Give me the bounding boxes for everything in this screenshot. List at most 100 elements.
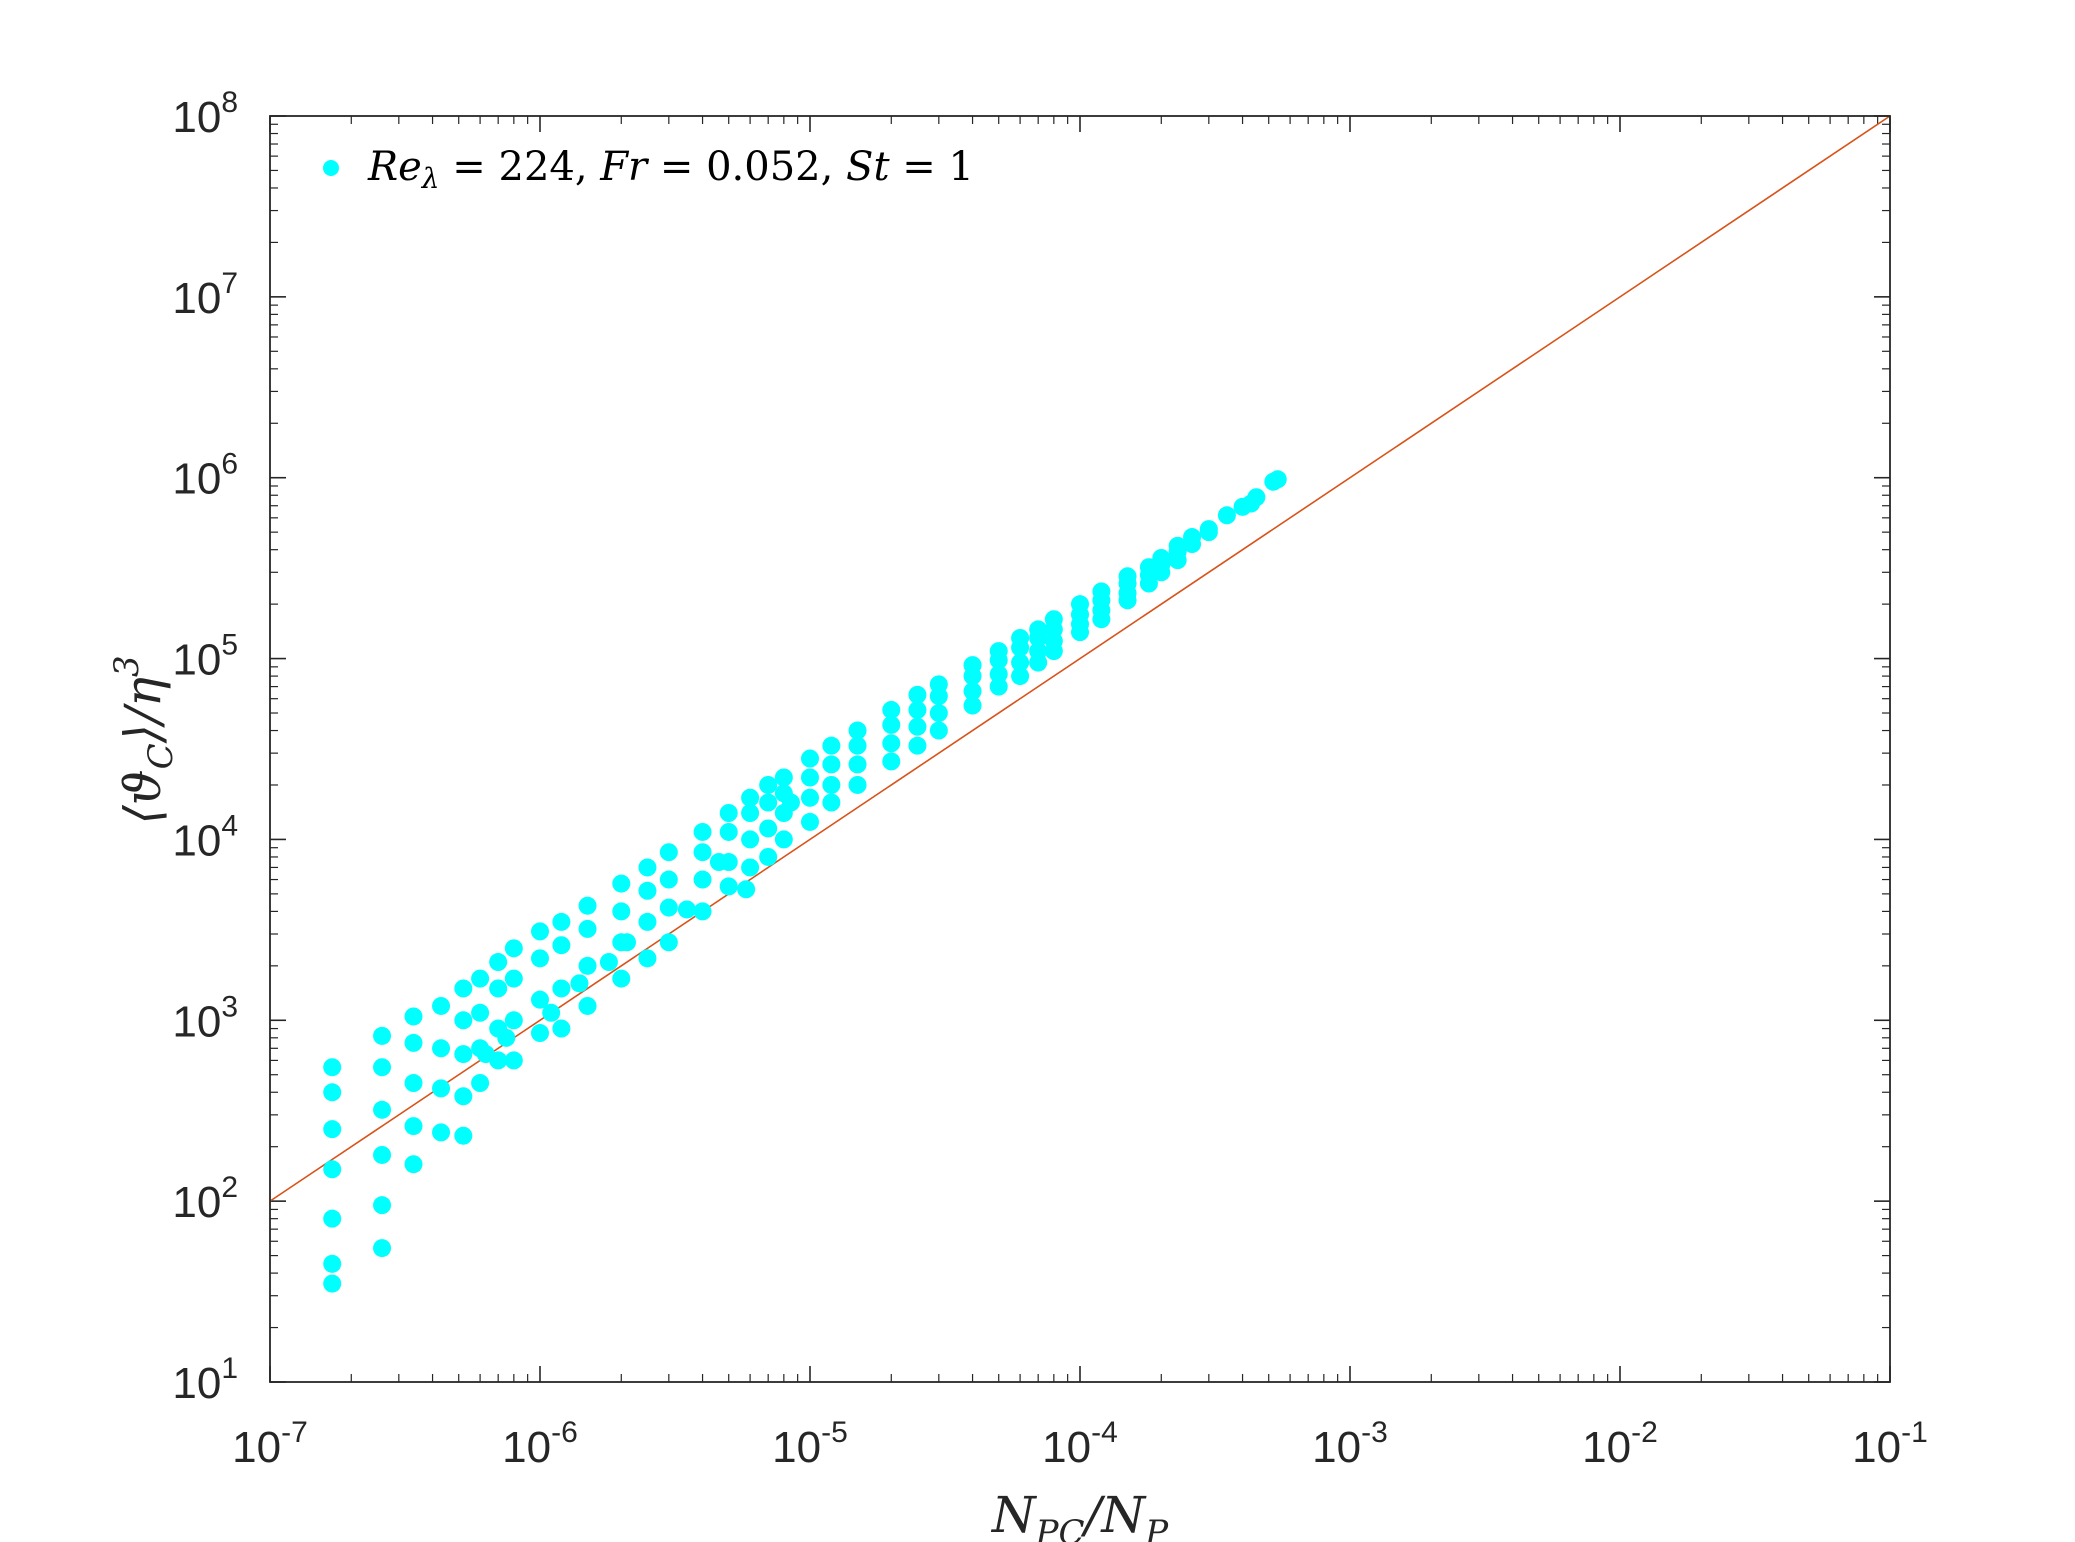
x-tick-label: 10-5	[772, 1416, 848, 1472]
data-point	[989, 642, 1008, 661]
data-point	[373, 1058, 392, 1077]
data-point	[531, 949, 549, 968]
data-point	[848, 721, 867, 740]
data-point	[822, 736, 841, 755]
data-point	[373, 1196, 392, 1215]
data-point	[774, 768, 793, 787]
data-point	[454, 1011, 473, 1030]
data-point	[373, 1026, 392, 1045]
data-point	[1029, 642, 1048, 661]
x-tick-label: 10-2	[1582, 1416, 1658, 1472]
data-point	[989, 665, 1008, 684]
data-point	[404, 1033, 423, 1052]
data-point	[638, 949, 657, 968]
x-tick-labels: 10-7 10-6 10-5 10-4 10-3 10-2 10-1	[232, 1416, 1928, 1472]
data-point	[677, 900, 696, 919]
y-tick-label: 102	[172, 1171, 238, 1227]
data-point	[963, 682, 982, 701]
y-tick-label: 104	[172, 809, 238, 865]
data-point	[759, 819, 778, 838]
line-layer	[269, 115, 1891, 1202]
data-point	[1183, 528, 1202, 547]
data-point	[552, 979, 571, 998]
data-point	[659, 870, 678, 889]
data-point	[1247, 488, 1266, 507]
data-point	[741, 788, 760, 807]
data-point	[822, 793, 841, 812]
data-point	[323, 1274, 342, 1293]
data-point	[323, 1160, 342, 1179]
data-point	[741, 830, 760, 849]
data-point	[693, 902, 712, 921]
data-point	[432, 1123, 451, 1142]
data-point	[1118, 567, 1137, 586]
data-point	[693, 822, 712, 841]
data-point	[774, 830, 793, 849]
data-point	[1152, 548, 1171, 567]
data-point	[801, 749, 819, 768]
data-point	[531, 922, 549, 941]
data-point	[404, 1155, 423, 1174]
data-point	[638, 881, 657, 900]
data-point	[659, 898, 678, 917]
plot-area-frame	[269, 115, 1891, 1383]
data-point	[719, 822, 738, 841]
data-point	[471, 1003, 490, 1022]
data-point	[404, 1074, 423, 1093]
data-point	[882, 752, 901, 771]
legend-marker	[323, 160, 339, 176]
data-point	[476, 1045, 495, 1064]
data-point	[989, 677, 1008, 696]
y-axis-label: ⟨ϑC⟩/η3	[107, 655, 181, 824]
data-point	[432, 996, 451, 1015]
data-point	[801, 812, 819, 831]
data-point	[929, 721, 948, 740]
data-point	[432, 1079, 451, 1098]
data-point	[1199, 520, 1218, 539]
x-tick-label: 10-3	[1312, 1416, 1388, 1472]
x-tick-label: 10-7	[232, 1416, 308, 1472]
data-point	[578, 996, 597, 1015]
data-point	[552, 912, 571, 931]
data-point	[489, 953, 508, 972]
y-tick-label: 106	[172, 448, 238, 504]
data-point	[741, 858, 760, 877]
data-point	[552, 936, 571, 955]
data-point	[504, 1051, 523, 1070]
data-point	[1011, 628, 1030, 647]
data-point	[822, 755, 841, 774]
points-layer	[323, 470, 1287, 1293]
data-point	[638, 858, 657, 877]
data-point	[693, 870, 712, 889]
data-point	[599, 953, 618, 972]
data-point	[454, 1087, 473, 1106]
data-point	[882, 734, 901, 753]
data-point	[882, 700, 901, 719]
reference-line	[269, 115, 1891, 1202]
data-point	[323, 1254, 342, 1273]
data-point	[578, 896, 597, 915]
data-point	[1011, 667, 1030, 686]
data-point	[1044, 610, 1063, 629]
data-point	[323, 1083, 342, 1102]
minor-ticks	[270, 116, 1890, 1382]
data-point	[404, 1007, 423, 1026]
data-point	[531, 1024, 549, 1043]
data-point	[373, 1145, 392, 1164]
data-point	[373, 1239, 392, 1258]
data-point	[531, 990, 549, 1009]
data-point	[570, 974, 589, 993]
data-point	[759, 775, 778, 794]
data-point	[693, 843, 712, 862]
data-point	[719, 804, 738, 823]
data-point	[638, 912, 657, 931]
data-point	[1217, 506, 1236, 525]
data-point	[323, 1120, 342, 1139]
data-point	[471, 1074, 490, 1093]
y-tick-label: 103	[172, 990, 238, 1046]
data-point	[432, 1039, 451, 1058]
y-tick-label: 108	[172, 86, 238, 142]
data-point	[454, 979, 473, 998]
data-point	[737, 880, 756, 899]
